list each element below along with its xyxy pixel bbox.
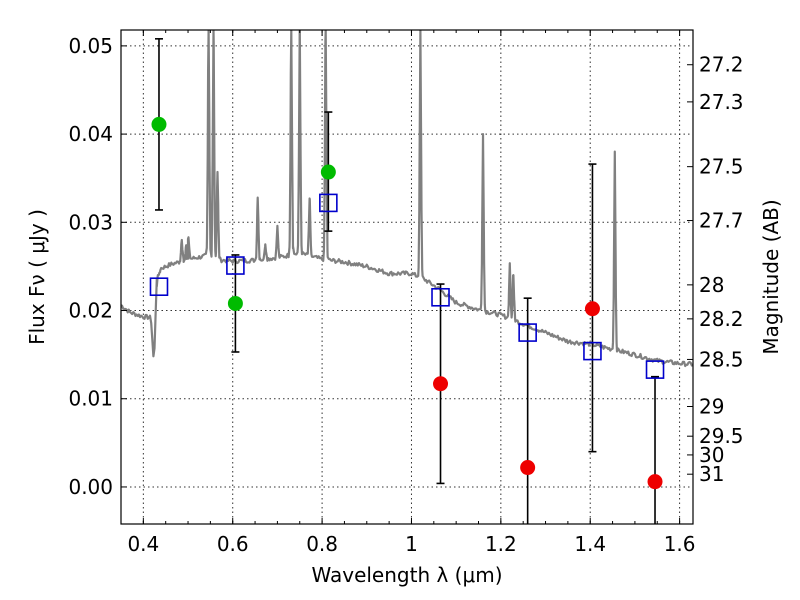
model-photometry-square bbox=[518, 323, 537, 342]
model-photometry-square bbox=[226, 256, 245, 275]
detection-point bbox=[151, 116, 167, 132]
x-tick-label: 0.8 bbox=[306, 532, 338, 556]
magnitude-tick-label: 28.2 bbox=[699, 307, 744, 331]
magnitude-tick-label: 28.5 bbox=[699, 347, 744, 371]
magnitude-tick-label: 28 bbox=[699, 273, 724, 297]
model-photometry-square bbox=[431, 287, 450, 307]
detection-point bbox=[320, 164, 336, 180]
grid-lines bbox=[121, 30, 693, 524]
x-tick-label: 0.6 bbox=[217, 532, 249, 556]
y-tick-label: 0.04 bbox=[68, 122, 113, 146]
model-photometry-square bbox=[645, 360, 665, 379]
y-tick-label: 0.02 bbox=[68, 299, 113, 323]
y-axis-ticks: 0.00 0.01 0.02 0.03 0.04 0.05 bbox=[68, 34, 127, 499]
non-detection-point bbox=[647, 474, 663, 490]
magnitude-tick-label: 29.5 bbox=[699, 424, 744, 448]
x-tick-label: 1.2 bbox=[485, 532, 517, 556]
magnitude-tick-label: 30 bbox=[699, 443, 724, 467]
plot-frame bbox=[120, 29, 694, 525]
y-tick-label: 0.01 bbox=[68, 387, 113, 411]
magnitude-tick-label: 27.3 bbox=[699, 90, 744, 114]
data-markers bbox=[149, 116, 665, 490]
magnitude-tick-label: 27.7 bbox=[699, 209, 744, 233]
y-axis-label: Flux Fν ( μJy ) bbox=[25, 209, 49, 345]
magnitude-axis-label: Magnitude (AB) bbox=[759, 199, 783, 354]
error-bars bbox=[154, 38, 660, 524]
spectrum-line bbox=[121, 30, 693, 368]
magnitude-tick-label: 27.2 bbox=[699, 53, 744, 77]
y-tick-label: 0.05 bbox=[68, 34, 113, 58]
magnitude-tick-label: 29 bbox=[699, 394, 724, 418]
y-tick-label: 0.00 bbox=[68, 475, 113, 499]
x-tick-label: 1.6 bbox=[664, 532, 696, 556]
magnitude-tick-label: 27.5 bbox=[699, 155, 744, 179]
model-photometry-square bbox=[149, 277, 169, 297]
model-photometry-square bbox=[319, 193, 338, 213]
plot-area bbox=[121, 30, 693, 524]
detection-point bbox=[227, 295, 243, 311]
magnitude-tick-label: 31 bbox=[699, 462, 724, 486]
model-photometry-square bbox=[583, 341, 602, 361]
y-tick-label: 0.03 bbox=[68, 210, 113, 234]
model-spectrum bbox=[121, 30, 693, 368]
non-detection-point bbox=[520, 460, 536, 476]
x-axis-ticks: 0.4 0.6 0.8 1 1.2 1.4 1.6 bbox=[120, 30, 696, 556]
non-detection-point bbox=[433, 376, 449, 392]
x-tick-label: 1.4 bbox=[574, 532, 606, 556]
x-tick-label: 1 bbox=[405, 532, 418, 556]
non-detection-point bbox=[584, 301, 600, 317]
x-tick-label: 0.4 bbox=[127, 532, 159, 556]
x-axis-label: Wavelength λ (μm) bbox=[311, 563, 502, 587]
